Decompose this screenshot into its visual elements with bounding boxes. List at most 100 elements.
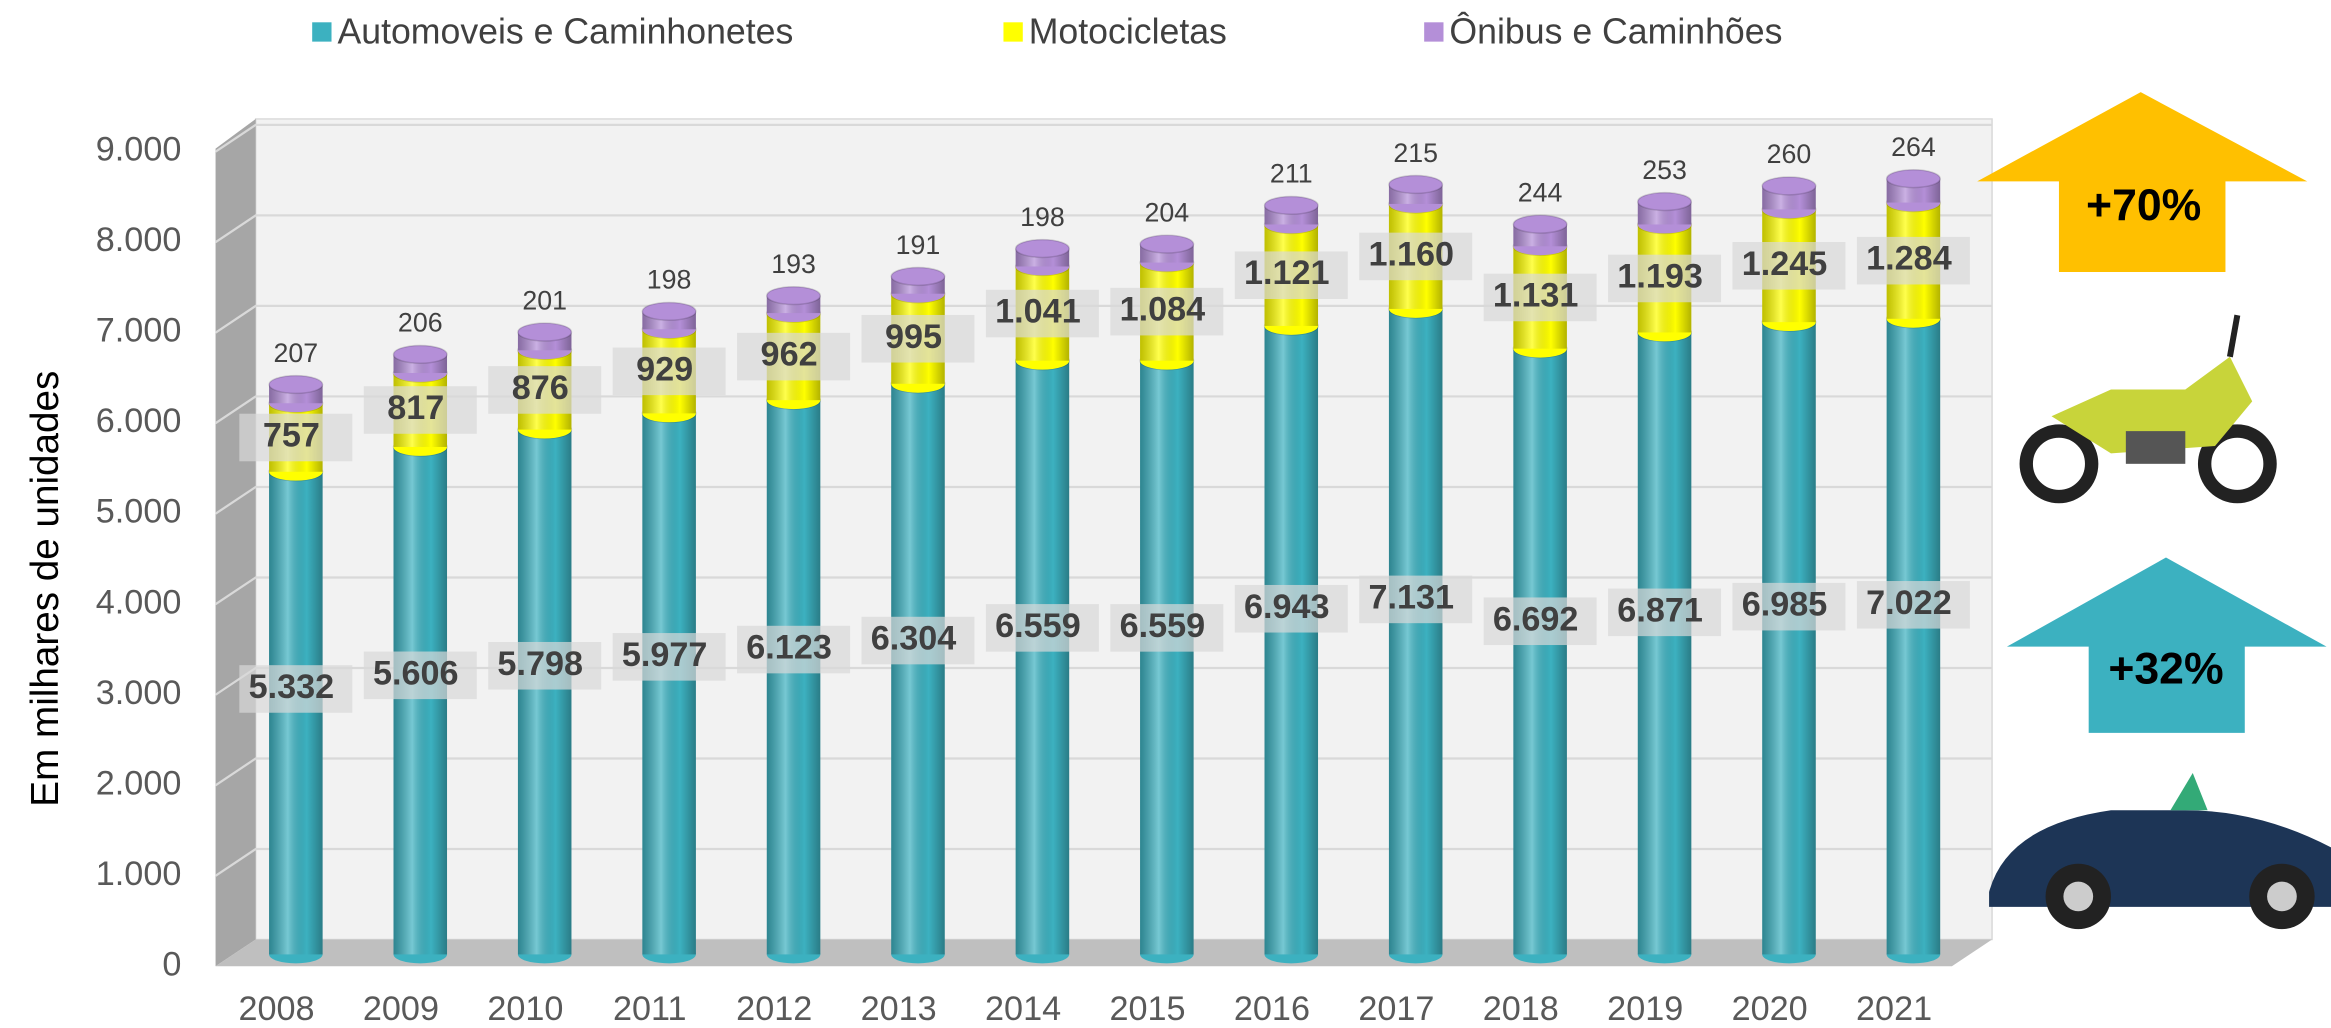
bar-shade [1762, 322, 1816, 954]
data-label: 6.692 [1493, 600, 1579, 638]
data-label: 876 [512, 369, 569, 407]
data-label: 5.977 [622, 636, 708, 674]
data-label: 6.559 [1120, 607, 1206, 645]
y-tick-label: 8.000 [96, 221, 182, 259]
data-label: 6.559 [995, 607, 1081, 645]
data-label: 6.943 [1244, 588, 1330, 626]
motorcycle-picture [2026, 315, 2270, 496]
floor [216, 940, 1992, 967]
bar-shade [1638, 332, 1692, 954]
x-tick-label: 2020 [1732, 990, 1808, 1028]
bar-top [1389, 176, 1443, 194]
data-label: 5.798 [497, 645, 583, 683]
x-tick-label: 2021 [1856, 990, 1932, 1028]
legend-label: Ônibus e Caminhões [1449, 12, 1782, 52]
data-label: 6.304 [871, 620, 957, 658]
x-tick-label: 2016 [1234, 990, 1310, 1028]
bar-shade [1887, 319, 1941, 955]
data-label: 201 [522, 285, 567, 315]
data-label: 6.123 [746, 629, 832, 667]
bar-top [1140, 235, 1194, 253]
x-tick-label: 2019 [1607, 990, 1683, 1028]
data-label: 253 [1642, 155, 1687, 185]
bar-shade [1140, 361, 1194, 955]
data-label: 215 [1393, 138, 1438, 168]
bar-top [1638, 193, 1692, 211]
bar-top [269, 376, 323, 394]
legend-swatch [1003, 22, 1022, 41]
data-label: 6.985 [1742, 586, 1828, 624]
bar-shade [1513, 349, 1567, 955]
back-wall [256, 119, 1992, 940]
annotation: +32% [2108, 645, 2223, 694]
car-picture [1989, 773, 2331, 929]
x-tick-label: 2015 [1109, 990, 1185, 1028]
x-tick-label: 2009 [363, 990, 439, 1028]
data-label: 1.245 [1742, 245, 1828, 283]
bar-top [518, 323, 572, 341]
bar-shade [1265, 326, 1319, 954]
y-tick-label: 7.000 [96, 312, 182, 350]
data-label: 7.131 [1368, 578, 1454, 616]
bar-top [1265, 196, 1319, 214]
data-label: 929 [636, 350, 693, 388]
x-tick-label: 2008 [238, 990, 314, 1028]
x-tick-label: 2012 [736, 990, 812, 1028]
page: {"chart_data": {"type": "stacked_bar", "… [0, 0, 2331, 1028]
data-label: 1.084 [1120, 291, 1206, 329]
y-tick-label: 2.000 [96, 764, 182, 802]
chart: Em milhares de unidades 0 1.000 2.000 3.000… [0, 0, 2331, 1028]
bar-shade [767, 400, 821, 954]
data-label: 7.022 [1866, 584, 1952, 622]
x-tick-label: 2011 [613, 990, 687, 1028]
data-label: 995 [885, 318, 942, 356]
y-tick-label: 1.000 [96, 855, 182, 893]
y-axis-label: Em milhares de unidades [24, 371, 67, 807]
legend-label: Motocicletas [1029, 12, 1227, 52]
bar-top [1513, 215, 1567, 233]
y-tick-label: 0 [162, 945, 181, 983]
legend-swatch [312, 22, 331, 41]
bar-shade [269, 472, 323, 955]
data-label: 1.284 [1866, 240, 1952, 278]
bar-shade [394, 447, 448, 954]
side-wall [216, 119, 256, 966]
annotation: +70% [2086, 181, 2201, 230]
y-tick-label: 3.000 [96, 674, 182, 712]
data-label: 5.606 [373, 654, 459, 692]
data-label: 962 [761, 336, 818, 374]
y-tick-label: 9.000 [96, 131, 182, 169]
data-label: 817 [387, 389, 444, 427]
y-tick-label: 4.000 [96, 583, 182, 621]
data-label: 206 [398, 308, 443, 338]
bar-shade [1389, 309, 1443, 954]
bar-top [891, 268, 945, 286]
data-label: 260 [1767, 139, 1812, 169]
data-label: 6.871 [1617, 591, 1703, 629]
y-tick-label: 6.000 [96, 402, 182, 440]
y-tick-label: 5.000 [96, 493, 182, 531]
data-label: 5.332 [249, 668, 335, 706]
data-label: 264 [1891, 132, 1936, 162]
data-label: 207 [274, 338, 319, 368]
x-tick-label: 2017 [1358, 990, 1434, 1028]
legend-label: Automoveis e Caminhonetes [337, 12, 793, 52]
bar-shade [642, 413, 696, 954]
data-label: 1.121 [1244, 254, 1330, 292]
data-label: 211 [1270, 159, 1313, 189]
data-label: 198 [1020, 202, 1065, 232]
data-label: 244 [1518, 178, 1563, 208]
data-label: 198 [647, 265, 692, 295]
bar-top [394, 345, 448, 363]
x-tick-label: 2013 [861, 990, 937, 1028]
legend-swatch [1424, 22, 1443, 41]
data-label: 1.160 [1368, 235, 1454, 273]
data-label: 204 [1145, 197, 1190, 227]
data-label: 757 [263, 417, 320, 455]
x-tick-label: 2014 [985, 990, 1061, 1028]
bar-shade [1016, 361, 1070, 955]
bar-top [1887, 170, 1941, 188]
bar-top [767, 287, 821, 305]
x-tick-label: 2018 [1483, 990, 1559, 1028]
data-label: 1.041 [995, 293, 1081, 331]
